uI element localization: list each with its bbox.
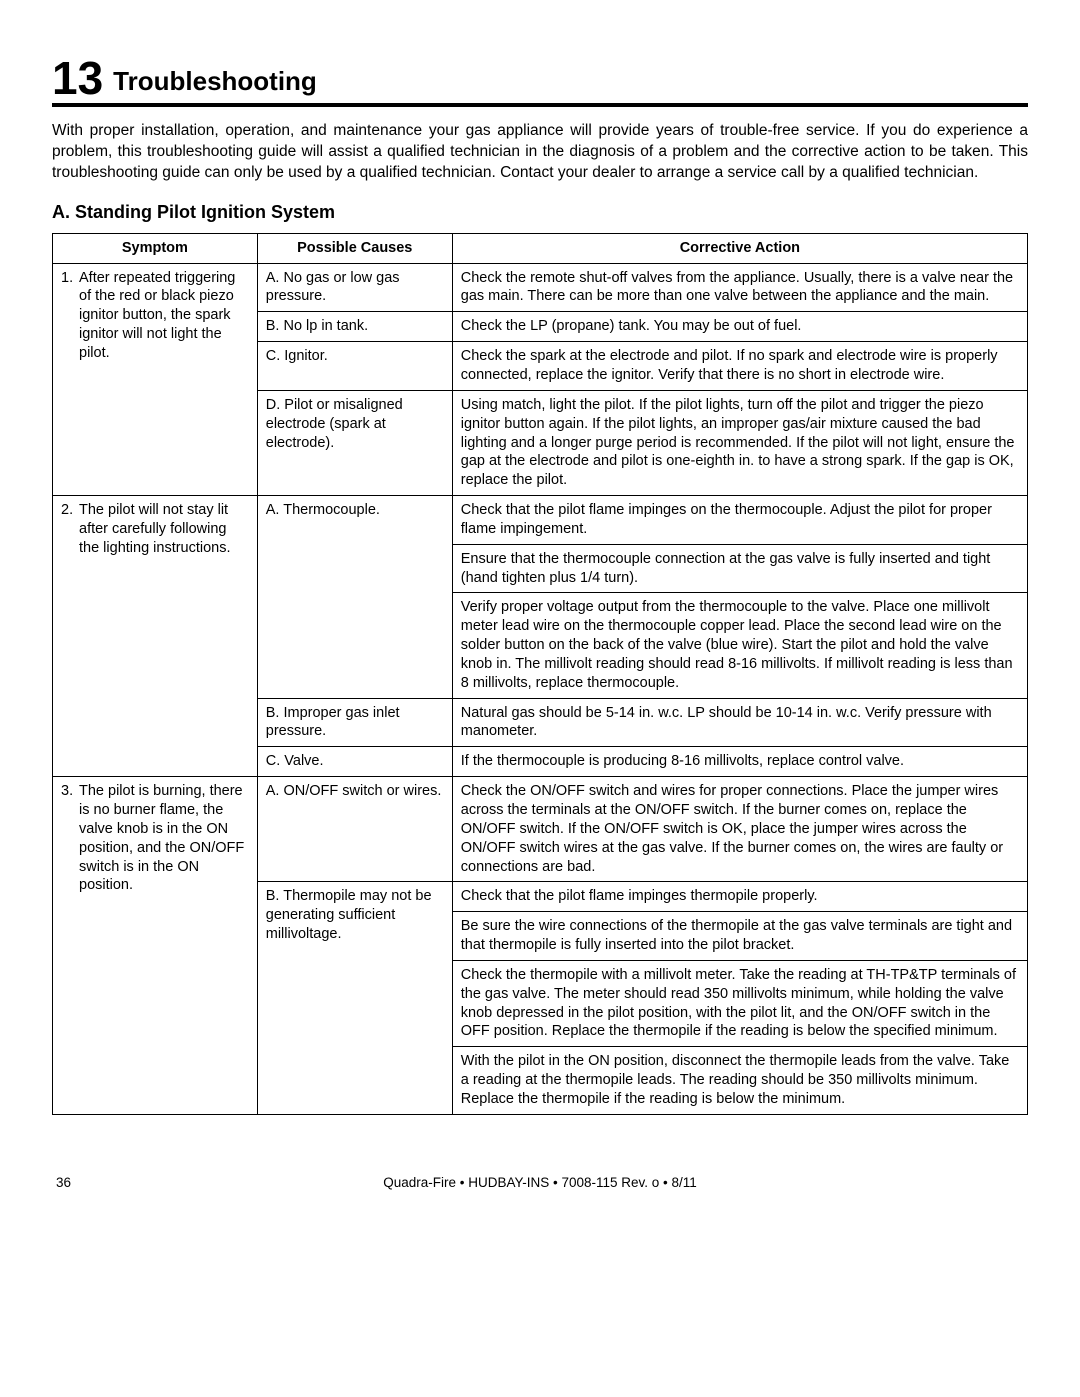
subsection-title: A. Standing Pilot Ignition System (52, 202, 1028, 223)
table-row: 3. The pilot is burning, there is no bur… (53, 777, 1028, 882)
table-row: 2. The pilot will not stay lit after car… (53, 496, 1028, 545)
action-2a-1: Check that the pilot flame impinges on t… (452, 496, 1027, 545)
cause-1d: D. Pilot or misaligned electrode (spark … (257, 390, 452, 495)
footer-spacer (964, 1175, 1024, 1190)
footer-doc-id: Quadra-Fire • HUDBAY-INS • 7008-115 Rev.… (116, 1175, 964, 1190)
section-header: 13 Troubleshooting (52, 55, 1028, 107)
table-row: 1. After repeated triggering of the red … (53, 263, 1028, 312)
cause-3b: B. Thermopile may not be generating suff… (257, 882, 452, 1114)
action-1a: Check the remote shut-off valves from th… (452, 263, 1027, 312)
page-footer: 36 Quadra-Fire • HUDBAY-INS • 7008-115 R… (52, 1175, 1028, 1190)
action-2b: Natural gas should be 5-14 in. w.c. LP s… (452, 698, 1027, 747)
header-causes: Possible Causes (257, 233, 452, 263)
symptom-1: 1. After repeated triggering of the red … (53, 263, 258, 495)
action-2a-2: Ensure that the thermocouple connection … (452, 544, 1027, 593)
troubleshooting-table: Symptom Possible Causes Corrective Actio… (52, 233, 1028, 1115)
table-header-row: Symptom Possible Causes Corrective Actio… (53, 233, 1028, 263)
cause-2b: B. Improper gas inlet pressure. (257, 698, 452, 747)
cause-1b: B. No lp in tank. (257, 312, 452, 342)
action-1d: Using match, light the pilot. If the pil… (452, 390, 1027, 495)
intro-paragraph: With proper installation, operation, and… (52, 121, 1028, 184)
symptom-2-text: The pilot will not stay lit after carefu… (79, 501, 249, 558)
symptom-3-num: 3. (61, 782, 79, 895)
cause-1a: A. No gas or low gas pressure. (257, 263, 452, 312)
cause-3a: A. ON/OFF switch or wires. (257, 777, 452, 882)
action-3b-1: Check that the pilot flame impinges ther… (452, 882, 1027, 912)
action-3b-4: With the pilot in the ON position, disco… (452, 1047, 1027, 1115)
action-2c: If the thermocouple is producing 8-16 mi… (452, 747, 1027, 777)
page-container: 13 Troubleshooting With proper installat… (0, 0, 1080, 1220)
action-1c: Check the spark at the electrode and pil… (452, 342, 1027, 391)
cause-1c: C. Ignitor. (257, 342, 452, 391)
action-3a: Check the ON/OFF switch and wires for pr… (452, 777, 1027, 882)
symptom-3-text: The pilot is burning, there is no burner… (79, 782, 249, 895)
symptom-1-text: After repeated triggering of the red or … (79, 269, 249, 363)
symptom-1-num: 1. (61, 269, 79, 363)
symptom-2: 2. The pilot will not stay lit after car… (53, 496, 258, 777)
header-action: Corrective Action (452, 233, 1027, 263)
action-1b: Check the LP (propane) tank. You may be … (452, 312, 1027, 342)
cause-2a: A. Thermocouple. (257, 496, 452, 699)
section-number: 13 (52, 55, 103, 101)
symptom-2-num: 2. (61, 501, 79, 558)
cause-2c: C. Valve. (257, 747, 452, 777)
action-2a-3: Verify proper voltage output from the th… (452, 593, 1027, 698)
header-symptom: Symptom (53, 233, 258, 263)
action-3b-2: Be sure the wire connections of the ther… (452, 912, 1027, 961)
action-3b-3: Check the thermopile with a millivolt me… (452, 960, 1027, 1046)
section-title: Troubleshooting (113, 68, 317, 94)
page-number: 36 (56, 1175, 116, 1190)
symptom-3: 3. The pilot is burning, there is no bur… (53, 777, 258, 1115)
